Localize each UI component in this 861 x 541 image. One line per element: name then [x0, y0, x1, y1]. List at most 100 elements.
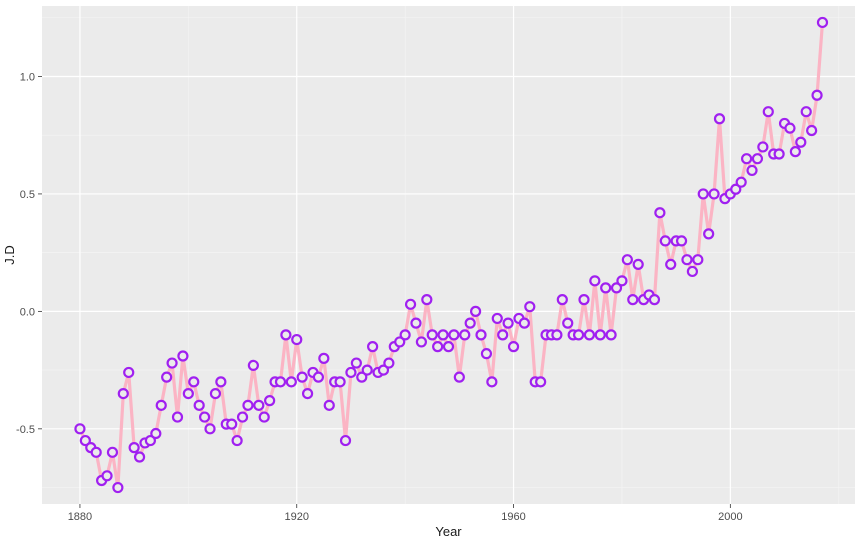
data-point: [775, 149, 784, 158]
data-point: [439, 330, 448, 339]
y-axis-title: J.D: [2, 245, 17, 265]
data-point: [178, 352, 187, 361]
data-point: [173, 413, 182, 422]
data-point: [346, 368, 355, 377]
data-point: [319, 354, 328, 363]
data-point: [195, 401, 204, 410]
data-point: [298, 373, 307, 382]
data-point: [411, 319, 420, 328]
data-point: [75, 424, 84, 433]
data-point: [249, 361, 258, 370]
data-point: [406, 300, 415, 309]
data-point: [238, 413, 247, 422]
data-point: [276, 377, 285, 386]
data-point: [444, 342, 453, 351]
data-point: [417, 337, 426, 346]
data-point: [151, 429, 160, 438]
data-point: [487, 377, 496, 386]
x-tick-label: 2000: [718, 511, 742, 523]
data-point: [748, 166, 757, 175]
data-point: [753, 154, 762, 163]
data-point: [433, 342, 442, 351]
data-point: [574, 330, 583, 339]
data-point: [596, 330, 605, 339]
data-point: [791, 147, 800, 156]
data-point: [601, 283, 610, 292]
data-point: [585, 330, 594, 339]
data-point: [281, 330, 290, 339]
data-point: [693, 255, 702, 264]
data-point: [796, 138, 805, 147]
data-point: [742, 154, 751, 163]
data-point: [785, 124, 794, 133]
data-point: [135, 453, 144, 462]
data-point: [580, 295, 589, 304]
x-tick-label: 1960: [501, 511, 525, 523]
data-point: [710, 189, 719, 198]
y-tick-label: -0.5: [16, 424, 35, 436]
data-point: [628, 295, 637, 304]
data-point: [715, 114, 724, 123]
data-point: [607, 330, 616, 339]
data-point: [113, 483, 122, 492]
data-point: [737, 178, 746, 187]
x-tick-label: 1920: [284, 511, 308, 523]
data-point: [813, 91, 822, 100]
data-point: [682, 255, 691, 264]
data-point: [623, 255, 632, 264]
data-point: [634, 260, 643, 269]
data-point: [449, 330, 458, 339]
data-point: [661, 236, 670, 245]
data-point: [650, 295, 659, 304]
data-point: [471, 307, 480, 316]
data-point: [509, 342, 518, 351]
data-point: [558, 295, 567, 304]
y-tick-label: 0.0: [20, 306, 35, 318]
data-point: [303, 389, 312, 398]
data-point: [260, 413, 269, 422]
data-point: [227, 420, 236, 429]
data-point: [525, 302, 534, 311]
data-point: [428, 330, 437, 339]
x-axis-title: Year: [435, 524, 462, 539]
x-tick-label: 1880: [68, 511, 92, 523]
data-point: [124, 368, 133, 377]
data-point: [536, 377, 545, 386]
data-point: [688, 267, 697, 276]
data-point: [157, 401, 166, 410]
data-point: [314, 373, 323, 382]
jd-time-series-chart: 1880 1920 1960 2000 -0.5 0.0 0.5 1.0 Year J.D: [0, 0, 861, 541]
data-point: [401, 330, 410, 339]
data-point: [477, 330, 486, 339]
data-point: [211, 389, 220, 398]
data-point: [352, 359, 361, 368]
data-point: [341, 436, 350, 445]
data-point: [162, 373, 171, 382]
data-point: [666, 260, 675, 269]
data-point: [422, 295, 431, 304]
data-point: [130, 443, 139, 452]
data-point: [200, 413, 209, 422]
data-point: [818, 18, 827, 27]
data-point: [233, 436, 242, 445]
y-tick-label: 0.5: [20, 189, 35, 201]
data-point: [482, 349, 491, 358]
data-point: [254, 401, 263, 410]
data-point: [563, 319, 572, 328]
data-point: [552, 330, 561, 339]
data-point: [265, 396, 274, 405]
data-point: [704, 229, 713, 238]
data-point: [168, 359, 177, 368]
data-point: [466, 319, 475, 328]
data-point: [590, 276, 599, 285]
data-point: [493, 314, 502, 323]
data-point: [336, 377, 345, 386]
chart-container: 1880 1920 1960 2000 -0.5 0.0 0.5 1.0 Year J.D: [0, 0, 861, 541]
data-point: [802, 107, 811, 116]
data-point: [103, 471, 112, 480]
data-point: [243, 401, 252, 410]
y-tick-label: 1.0: [20, 71, 35, 83]
data-point: [184, 389, 193, 398]
data-point: [758, 142, 767, 151]
data-point: [108, 448, 117, 457]
